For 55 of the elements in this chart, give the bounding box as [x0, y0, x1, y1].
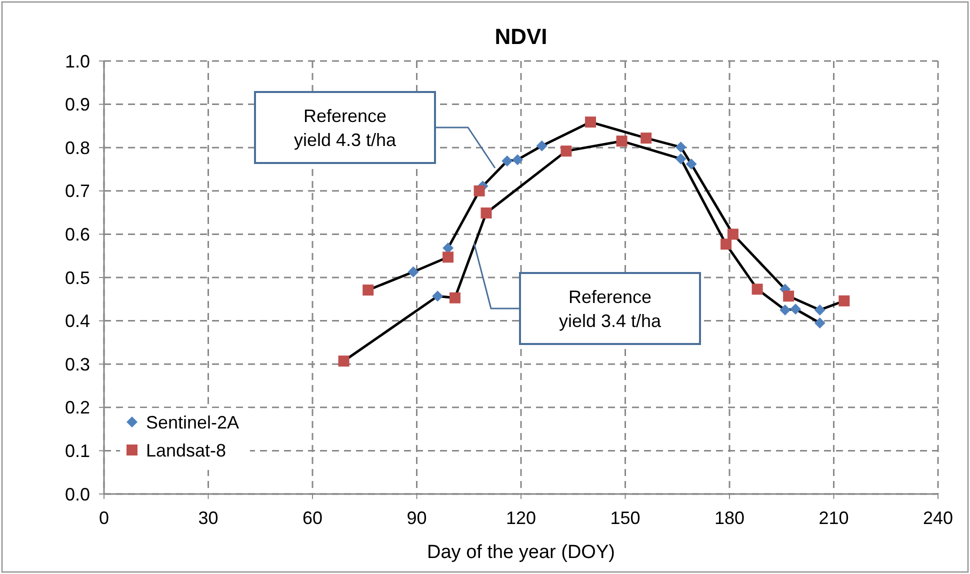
x-tick-label: 210 [818, 508, 849, 528]
y-tick-label: 0.7 [64, 181, 90, 202]
x-tick-label: 240 [922, 508, 954, 528]
x-tick-label: 0 [98, 508, 110, 528]
point [474, 185, 485, 196]
point [838, 295, 850, 306]
point [727, 228, 738, 240]
point [616, 136, 628, 147]
point [536, 140, 548, 152]
x-tick-label: 120 [506, 508, 536, 528]
point [783, 290, 794, 302]
x-axis-title: Day of the year (DOY) [427, 542, 615, 563]
point [362, 284, 374, 296]
y-tick-label: 1.0 [64, 51, 90, 72]
y-tick-label: 0.8 [64, 138, 90, 158]
y-tick-label: 0.1 [64, 441, 90, 461]
callout: Reference yield 3.4 t/ha [473, 242, 701, 345]
y-tick-label: 0.6 [64, 224, 90, 244]
legend-label: Sentinel-2A [146, 412, 240, 432]
point [512, 154, 524, 166]
point [814, 317, 826, 328]
point [432, 290, 444, 302]
y-tick-label: 0.2 [64, 398, 90, 418]
x-tick-label: 60 [302, 508, 323, 528]
x-tick-label: 150 [610, 508, 640, 528]
point [686, 158, 697, 170]
y-tick-label: 0.9 [64, 94, 90, 115]
y-tick-label: 0.3 [64, 354, 90, 374]
point [338, 356, 350, 367]
point [442, 252, 454, 263]
point [675, 153, 686, 164]
y-tick-label: 0.4 [64, 311, 90, 332]
y-tick-label: 0.5 [64, 268, 90, 288]
callout: Reference yield 4.3 t/ha [254, 91, 496, 168]
point [408, 266, 419, 278]
point [480, 207, 492, 218]
point [720, 238, 732, 250]
point [585, 116, 596, 128]
point [814, 304, 826, 316]
legend-label: Landsat-8 [146, 440, 226, 460]
point [752, 284, 763, 295]
annotation: Reference yield 4.3 t/ha [294, 106, 398, 150]
annotation: Reference yield 3.4 t/ha [558, 286, 662, 331]
chart-title: NDVI [494, 24, 548, 49]
point [780, 304, 791, 316]
x-tick-label: 180 [714, 508, 745, 528]
x-tick-label: 90 [406, 508, 427, 528]
point [449, 292, 460, 304]
point [502, 156, 513, 167]
point [640, 132, 652, 144]
point [790, 304, 802, 315]
x-tick-label: 30 [198, 508, 218, 528]
y-tick-label: 0.0 [64, 484, 90, 504]
point [560, 146, 572, 157]
point [675, 142, 686, 153]
